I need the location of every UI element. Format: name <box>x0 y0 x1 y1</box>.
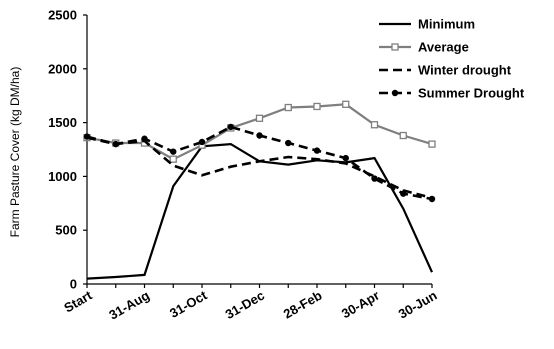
legend-marker <box>391 89 399 97</box>
series-line-average <box>86 103 433 161</box>
series-line-minimum <box>86 142 434 280</box>
data-point-summer-drought <box>170 148 177 155</box>
data-point-summer-drought <box>256 132 263 139</box>
legend-label: Winter drought <box>418 63 512 78</box>
series-summer-drought <box>83 123 436 203</box>
x-tick-label: 30-Apr <box>339 288 382 322</box>
data-point-average <box>313 102 321 111</box>
legend-entry: Minimum <box>379 17 475 32</box>
legend-label: Minimum <box>418 17 475 32</box>
x-tick-label: 28-Feb <box>281 288 325 322</box>
data-point-average <box>284 103 292 112</box>
data-point-summer-drought <box>313 147 321 154</box>
data-point-summer-drought <box>342 154 349 162</box>
y-tick-label: 1000 <box>48 169 77 184</box>
y-tick-label: 0 <box>70 277 77 292</box>
x-tick-label: 30-Jun <box>396 288 440 322</box>
legend-entry: Winter drought <box>379 63 512 78</box>
y-tick-label: 2000 <box>48 61 77 76</box>
data-point-summer-drought <box>285 139 292 147</box>
series-minimum <box>86 142 434 280</box>
y-tick-label: 1500 <box>48 115 77 130</box>
y-tick-label: 2500 <box>48 8 77 23</box>
x-tick-label: 31-Aug <box>106 288 152 323</box>
legend-entry: Average <box>379 40 469 55</box>
x-tick-label: Start <box>61 287 95 315</box>
legend-label: Average <box>418 40 469 55</box>
x-tick-label: 31-Oct <box>167 287 210 321</box>
data-point-summer-drought <box>83 133 91 140</box>
y-axis-label: Farm Pasture Cover (kg DM/ha) <box>8 67 22 238</box>
legend-entry: Summer Drought <box>379 86 525 101</box>
data-point-average <box>169 155 177 163</box>
y-tick-label: 500 <box>55 223 77 238</box>
data-point-average <box>370 121 379 129</box>
data-point-summer-drought <box>112 140 119 148</box>
data-point-average <box>342 100 350 108</box>
legend-marker <box>391 43 399 51</box>
data-point-summer-drought <box>371 175 378 182</box>
data-point-summer-drought <box>428 195 436 203</box>
series-layer <box>83 100 436 280</box>
legend-label: Summer Drought <box>418 86 525 101</box>
data-point-summer-drought <box>141 135 148 142</box>
data-point-average <box>255 114 264 122</box>
data-point-average <box>428 140 436 148</box>
data-point-average <box>399 131 407 140</box>
data-point-summer-drought <box>227 123 234 131</box>
legend: Minimum Average Winter drought Summer Droug… <box>379 17 525 101</box>
data-point-summer-drought <box>198 138 206 146</box>
data-point-summer-drought <box>400 190 407 197</box>
series-average <box>83 100 436 163</box>
x-tick-label: 31-Dec <box>223 288 267 322</box>
